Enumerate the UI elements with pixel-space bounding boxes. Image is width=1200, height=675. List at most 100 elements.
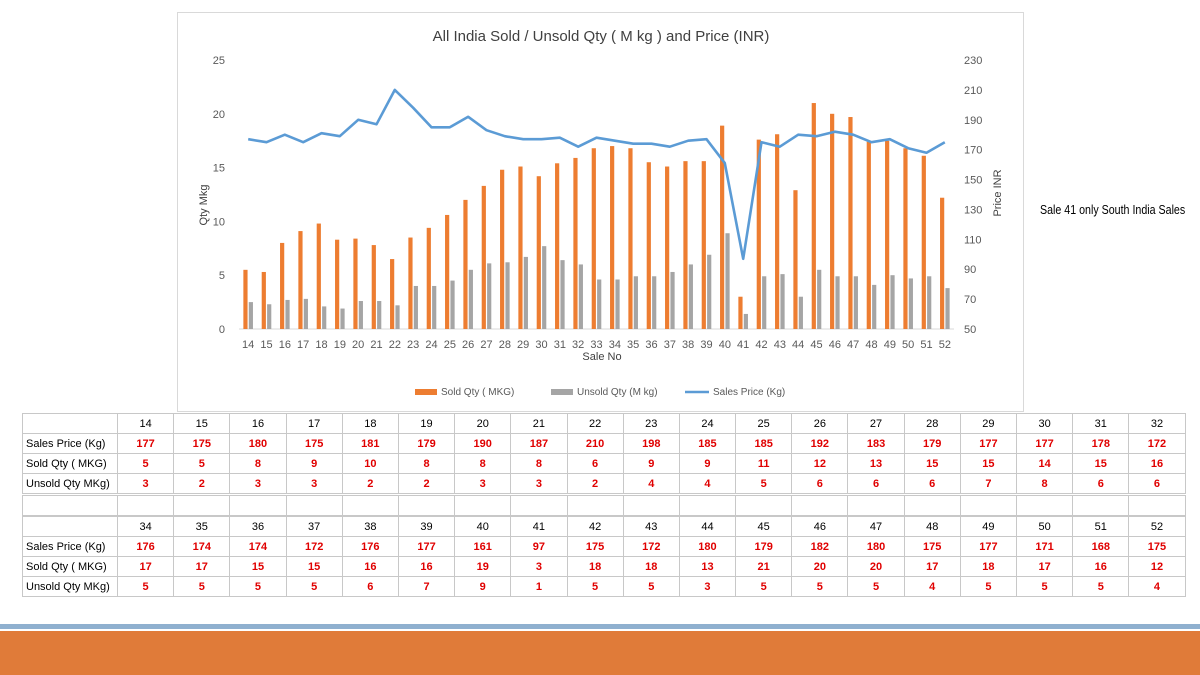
sold-cell: 21 [735,556,793,577]
unsold-bar [523,256,528,329]
sale-no-cell: 52 [1128,516,1186,537]
sold-cell: 15 [229,556,287,577]
row-label-empty [22,516,118,537]
x-tick-label: 19 [334,339,346,351]
sold-cell: 6 [566,453,624,474]
unsold-bar [780,274,785,329]
unsold-bar [413,285,418,329]
unsold-bar [633,276,638,329]
unsold-bar [377,301,382,329]
empty-cell [1128,495,1186,516]
sold-cell: 18 [959,556,1018,577]
price-line [247,88,946,261]
x-tick-label: 17 [297,339,309,351]
sold-bar [298,231,303,329]
unsold-cell: 2 [173,473,231,494]
unsold-bar [395,305,400,329]
axes: 0 5 10 15 20 25 50 70 90 110 130 150 170 190 210 230 14 1… [213,55,983,351]
price-cell: 180 [229,433,287,454]
data-table-block-2: 34 35 36 37 38 39 40 41 42 43 44 45 46 47 48 49 50 51 52 Sa… [22,516,1186,597]
empty-cell [285,495,343,516]
sold-bar [665,166,670,329]
y-tick-label: 5 [219,270,225,282]
price-cell: 161 [454,536,512,557]
empty-cell [229,495,287,516]
sold-cell: 15 [903,453,961,474]
legend-unsold-swatch [551,389,573,395]
unsold-cell: 5 [847,576,905,597]
x-tick-label: 33 [590,339,602,351]
unsold-bar [468,269,473,329]
unsold-bar [578,264,583,329]
unsold-cell: 5 [959,576,1018,597]
unsold-bar [670,271,675,329]
y2-axis-label: Price INR [992,169,1004,216]
sold-bar [426,227,431,329]
unsold-bar [688,264,693,329]
x-tick-label: 25 [444,339,456,351]
sold-cell: 18 [622,556,680,577]
legend: Sold Qty ( MKG) Unsold Qty (M kg) Sales Pr… [415,387,785,398]
x-tick-label: 43 [774,339,786,351]
sale-no-cell: 51 [1072,516,1130,537]
unsold-cell: 4 [678,473,737,494]
unsold-cell: 2 [341,473,399,494]
sold-cell: 8 [397,453,456,474]
sale-no-cell: 29 [959,413,1018,434]
unsold-bar [487,263,492,329]
legend-price-label: Sales Price (Kg) [713,387,785,398]
x-tick-label: 18 [315,339,327,351]
sale-no-cell: 43 [622,516,680,537]
price-cell: 168 [1072,536,1130,557]
unsold-bar [450,280,455,329]
sold-bar [518,166,523,329]
empty-cell [22,495,118,516]
sold-cell: 13 [847,453,905,474]
sold-cell: 5 [116,453,175,474]
chart-title: All India Sold / Unsold Qty ( M kg ) and… [433,28,770,45]
table-row [22,495,1186,516]
price-cell: 187 [510,433,568,454]
sale-no-cell: 48 [903,516,961,537]
sold-bar [756,139,761,329]
empty-cell [1015,495,1074,516]
sale-no-cell: 16 [229,413,287,434]
price-cell: 180 [678,536,737,557]
sale-no-cell: 44 [678,516,737,537]
sold-bar [536,176,541,329]
sale-no-cell: 15 [173,413,231,434]
y2-tick-label: 130 [964,204,982,216]
sold-cell: 16 [1128,453,1186,474]
unsold-bar [542,246,547,329]
x-tick-label: 26 [462,339,474,351]
price-cell: 180 [847,536,905,557]
price-cell: 172 [622,536,680,557]
x-axis-label: Sale No [582,351,621,363]
sale-no-cell: 19 [397,413,456,434]
unsold-bar [615,279,620,329]
unsold-bar [817,269,822,329]
empty-cell [454,495,512,516]
sold-bar [683,161,688,329]
sold-bar [738,296,743,329]
x-tick-label: 32 [572,339,584,351]
price-cell: 178 [1072,433,1130,454]
sold-cell: 16 [397,556,456,577]
unsold-bar [725,233,730,329]
sold-cell: 12 [1128,556,1186,577]
unsold-bar [853,276,858,329]
unsold-cell: 4 [1128,576,1186,597]
table-row: Sold Qty ( MKG) 17 17 15 15 16 16 19 3 18 18 13 21 20… [22,556,1186,577]
price-cell: 175 [285,433,343,454]
unsold-cell: 5 [1015,576,1074,597]
sold-bar [903,148,908,329]
unsold-bar [945,288,950,329]
empty-cell [903,495,961,516]
table-spacer-row [22,495,1186,516]
bars [243,103,950,329]
y2-tick-label: 150 [964,175,982,187]
unsold-bar [890,275,895,329]
row-label: Unsold Qty MKg) [22,473,118,494]
x-tick-label: 50 [902,339,914,351]
price-cell: 177 [959,536,1018,557]
